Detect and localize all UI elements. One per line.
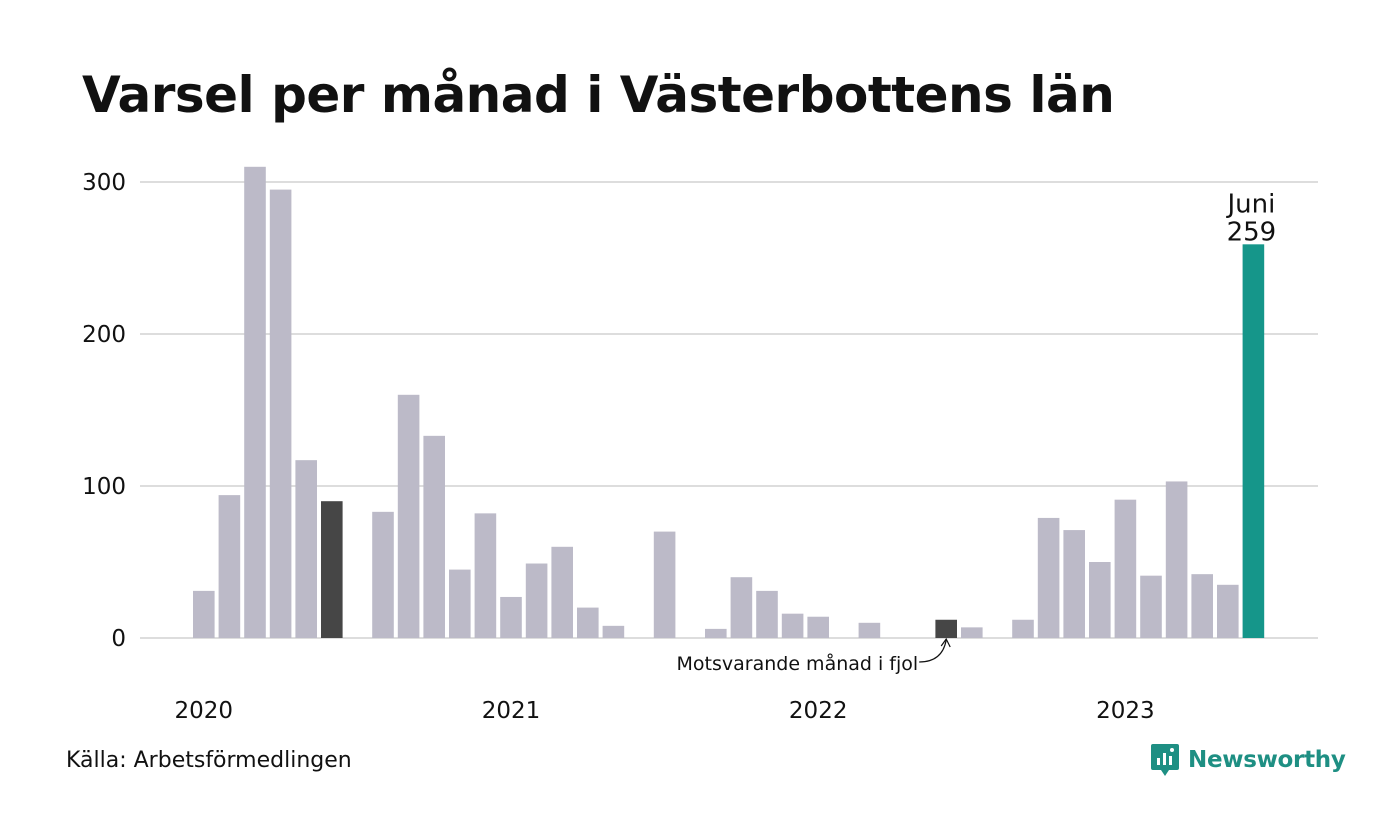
y-tick-label: 100 <box>82 474 126 500</box>
annotation-arrow <box>919 639 947 663</box>
bar <box>1063 530 1085 638</box>
bar <box>218 495 241 638</box>
bar <box>756 590 778 638</box>
current-month-label: Juni <box>1225 189 1275 219</box>
newsworthy-logo-icon <box>1151 744 1179 776</box>
bar <box>1037 517 1060 638</box>
bar <box>807 616 829 638</box>
source-note: Källa: Arbetsförmedlingen <box>66 748 352 773</box>
bar <box>1217 584 1239 638</box>
bar <box>1012 619 1034 638</box>
bar <box>1165 481 1188 638</box>
brand-logo: Newsworthy <box>1150 742 1346 778</box>
bar <box>781 613 804 638</box>
bar <box>423 435 445 638</box>
bar <box>730 577 753 638</box>
bar <box>525 563 548 638</box>
x-tick-label: 2022 <box>789 698 848 724</box>
annotation-label: Motsvarande månad i fjol <box>677 652 919 675</box>
bar <box>1191 574 1213 638</box>
bar <box>193 590 215 638</box>
bar <box>1140 575 1162 638</box>
y-tick-label: 200 <box>82 322 126 348</box>
bar <box>397 394 420 638</box>
bar <box>602 625 625 638</box>
bar <box>577 607 599 638</box>
bar-comparison-month <box>935 619 957 638</box>
bar <box>653 531 676 638</box>
bar <box>295 460 317 638</box>
bar <box>500 596 522 638</box>
bar-current-month <box>1242 244 1265 638</box>
bar <box>269 189 292 638</box>
bar <box>705 628 727 638</box>
bar <box>858 622 881 638</box>
bar <box>449 569 471 638</box>
x-tick-label: 2021 <box>482 698 541 724</box>
bar <box>551 546 573 638</box>
bar <box>961 627 983 638</box>
y-tick-label: 300 <box>82 170 126 196</box>
bar-comparison-month <box>321 501 343 638</box>
bar <box>1089 562 1111 638</box>
bar <box>474 513 497 638</box>
x-tick-label: 2023 <box>1096 698 1155 724</box>
current-value-label: 259 <box>1227 217 1277 247</box>
x-tick-label: 2020 <box>175 698 234 724</box>
annotation-arrowhead <box>940 637 951 648</box>
brand-name: Newsworthy <box>1188 747 1346 773</box>
bar <box>244 166 266 639</box>
y-tick-label: 0 <box>111 626 126 652</box>
chart-title: Varsel per månad i Västerbottens län <box>82 66 1115 124</box>
bar <box>372 511 394 638</box>
bar <box>1114 499 1137 638</box>
